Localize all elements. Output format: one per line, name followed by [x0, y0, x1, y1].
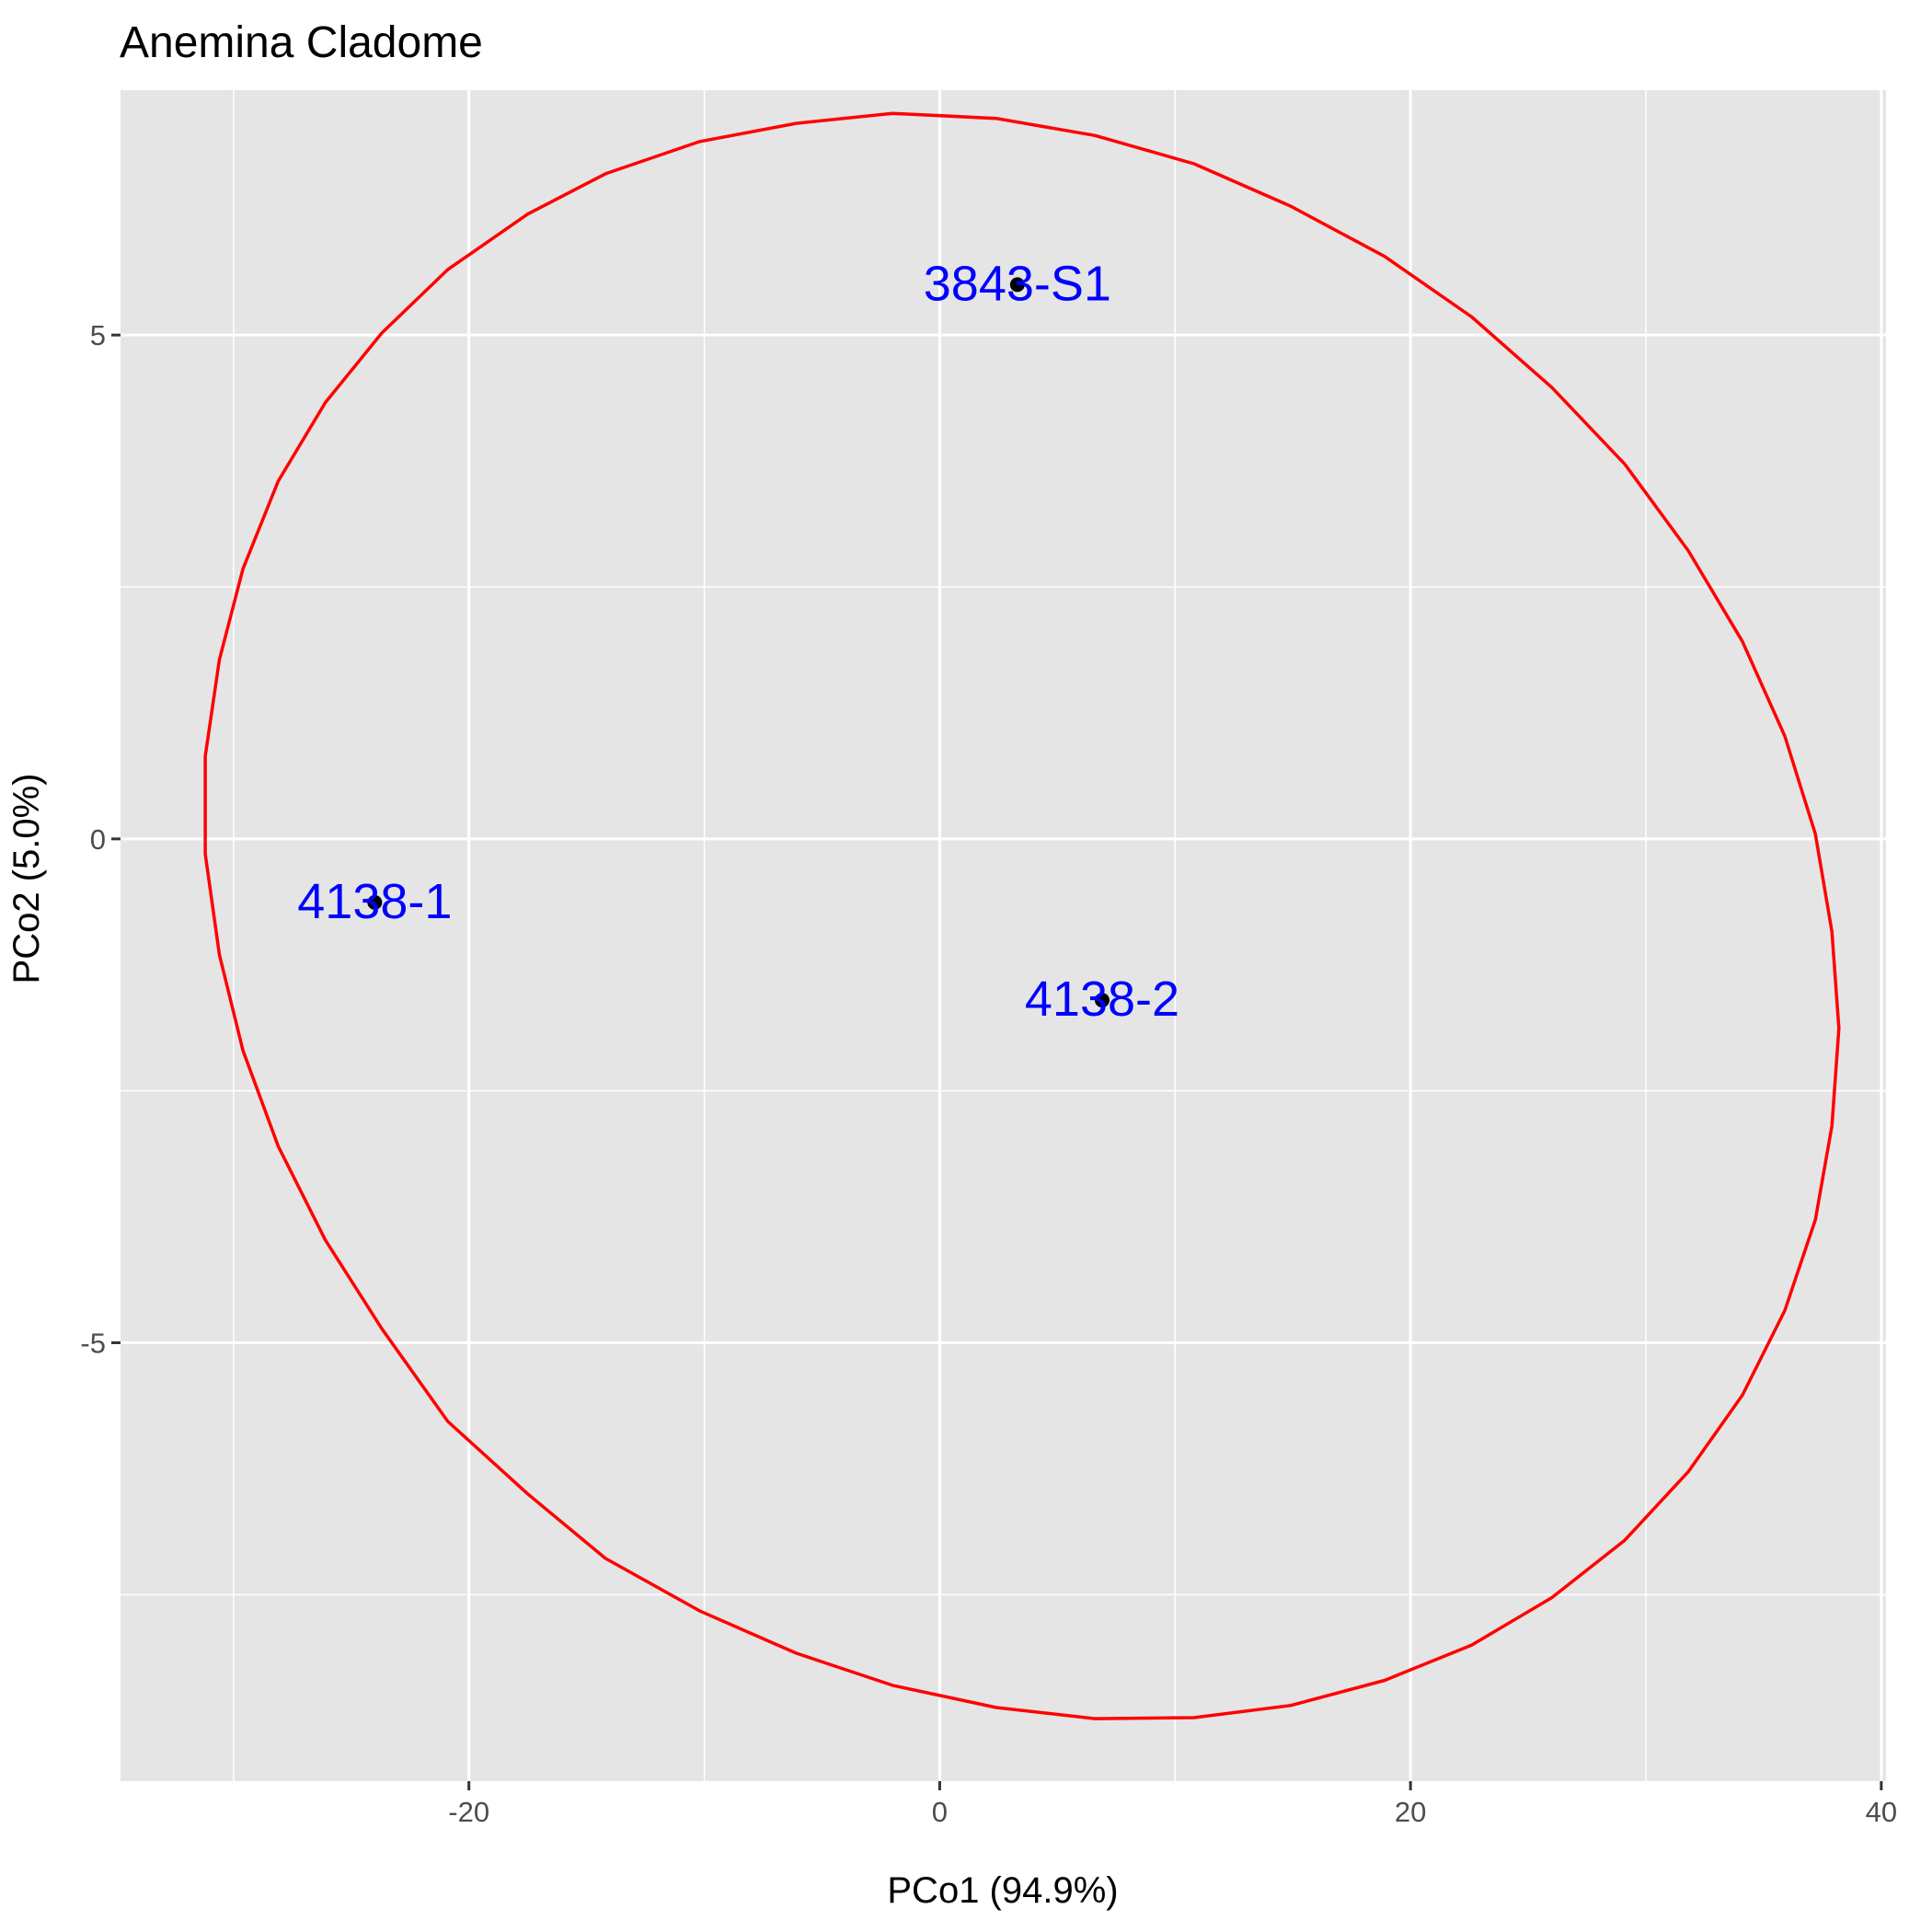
- x-tick-label: 20: [1395, 1796, 1426, 1828]
- point-label: 3843-S1: [924, 256, 1111, 311]
- x-axis-title: PCo1 (94.9%): [887, 1870, 1118, 1911]
- y-tick-label: -5: [80, 1328, 106, 1360]
- y-tick-label: 5: [90, 319, 106, 351]
- data-point: [367, 894, 383, 910]
- x-axis-ticks: -20 0 20 40: [448, 1781, 1897, 1828]
- x-tick-label: 0: [932, 1796, 948, 1828]
- point-label: 4138-1: [297, 874, 452, 929]
- grid-major: [121, 90, 1886, 1781]
- point-labels: 3843-S1 4138-1 4138-2: [297, 256, 1179, 1027]
- plot-panel: [121, 90, 1886, 1781]
- chart-title: Anemina Cladome: [120, 18, 483, 67]
- y-axis-title: PCo2 (5.0%): [6, 774, 47, 984]
- data-point: [1094, 993, 1110, 1008]
- grid-minor: [121, 90, 1886, 1781]
- confidence-ellipse: [203, 111, 1841, 1720]
- y-tick-label: 0: [90, 823, 106, 856]
- data-point: [1009, 277, 1025, 293]
- x-tick-label: -20: [448, 1796, 489, 1828]
- point-label: 4138-2: [1025, 972, 1179, 1027]
- data-points: [367, 277, 1110, 1008]
- y-axis-ticks: -5 0 5: [80, 319, 121, 1360]
- x-tick-label: 40: [1866, 1796, 1897, 1828]
